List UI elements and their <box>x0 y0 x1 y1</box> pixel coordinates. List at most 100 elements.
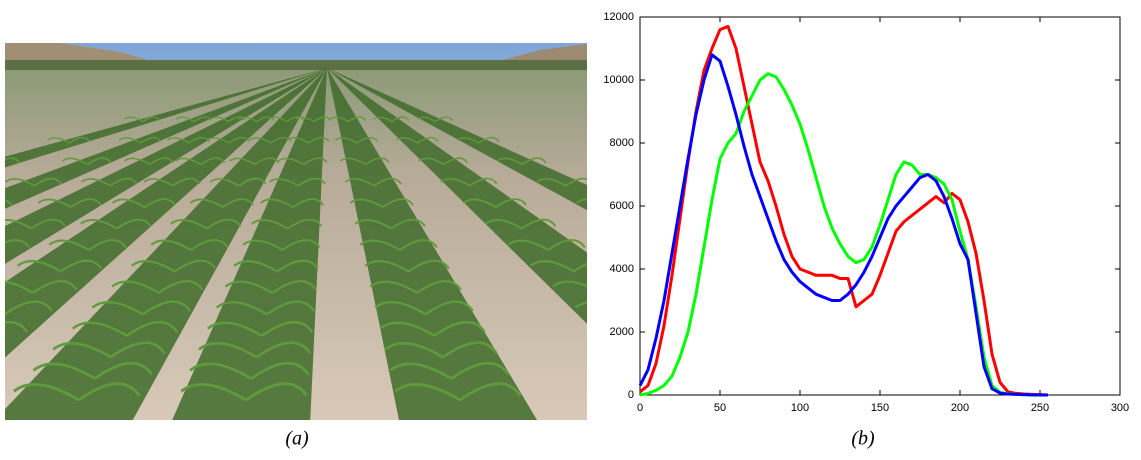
leaf <box>576 198 587 204</box>
leaf <box>277 157 328 166</box>
crop-row <box>5 68 327 209</box>
leaf <box>384 341 498 359</box>
leaf <box>369 280 462 294</box>
leaf <box>344 177 402 187</box>
leaf <box>48 239 127 251</box>
y-tick-label: 0 <box>628 389 634 401</box>
leaf <box>248 136 292 144</box>
leaf <box>124 116 161 123</box>
leaf <box>373 116 410 123</box>
leaf <box>456 136 500 144</box>
leaf <box>198 341 312 359</box>
leaf <box>334 136 378 144</box>
leaf <box>5 157 20 164</box>
leaf <box>496 157 547 166</box>
photo <box>0 43 587 420</box>
leaf <box>61 157 112 166</box>
chart: 0 50 100 150 200 250 300 0 2000 4000 6000 8000 10000… <box>603 11 1129 414</box>
leaf <box>189 198 254 208</box>
caption: (a) <box>285 428 309 450</box>
leaf <box>418 157 469 166</box>
leaf <box>150 239 229 251</box>
crop-row <box>5 68 327 358</box>
leaf <box>268 116 305 123</box>
x-tick-label: 200 <box>951 402 969 414</box>
leaf <box>52 341 166 359</box>
leaf <box>180 382 308 402</box>
x-tick-label: 0 <box>637 402 643 414</box>
leaf <box>507 239 586 251</box>
leaf <box>123 157 174 166</box>
leaf <box>47 136 91 144</box>
leaf <box>206 321 314 337</box>
leaf <box>5 300 53 316</box>
leaf <box>118 136 162 144</box>
leaf <box>143 177 201 187</box>
x-tick-label: 50 <box>714 402 726 414</box>
leaf <box>394 382 522 402</box>
crop-row <box>172 68 327 420</box>
caption: (b) <box>851 428 875 450</box>
leaf <box>286 136 330 144</box>
leaf <box>295 116 332 123</box>
leaf <box>395 136 439 144</box>
leaf <box>37 198 102 208</box>
leaf <box>5 321 29 333</box>
leaf <box>536 177 587 187</box>
y-tick-label: 12000 <box>603 11 634 23</box>
leaf <box>330 116 366 123</box>
leaf <box>251 218 323 230</box>
leaf <box>379 321 486 337</box>
series-line <box>638 53 1048 397</box>
crop-rows <box>0 68 587 420</box>
leaf <box>5 280 78 294</box>
leaf <box>233 259 319 273</box>
x-tick-label: 100 <box>791 402 809 414</box>
leaf <box>354 218 426 230</box>
y-tick-label: 2000 <box>610 326 634 338</box>
leaf <box>242 239 321 251</box>
plot-area <box>639 16 1121 396</box>
leaf <box>552 280 587 288</box>
leaf <box>16 259 103 273</box>
leaf <box>238 116 275 123</box>
leaf <box>529 260 587 273</box>
y-tick-label: 10000 <box>603 74 634 86</box>
leaf <box>359 239 438 251</box>
crop-row <box>5 68 327 168</box>
leaf <box>417 116 453 123</box>
leaf <box>229 157 280 166</box>
leaf <box>224 280 317 294</box>
leaf <box>462 198 527 208</box>
leaf <box>0 343 2 357</box>
y-tick-label: 8000 <box>610 137 634 149</box>
leaf <box>12 382 141 402</box>
leaf <box>364 259 450 273</box>
leaf <box>389 361 510 380</box>
leaf <box>130 259 217 273</box>
leaf <box>485 218 557 230</box>
leaf <box>5 177 62 187</box>
leaf <box>209 177 267 187</box>
leaf <box>170 218 242 230</box>
leaf <box>175 157 226 166</box>
leaf <box>32 361 153 380</box>
crop-row <box>327 68 587 324</box>
leaf <box>91 300 191 316</box>
x-tick-label: 250 <box>1031 402 1049 414</box>
leaf <box>80 177 138 187</box>
x-tick-label: 300 <box>1111 402 1129 414</box>
leaf <box>206 136 250 144</box>
y-tick-label: 6000 <box>610 200 634 212</box>
crop-row <box>327 68 587 211</box>
leaf <box>339 157 390 166</box>
leaf <box>175 116 212 123</box>
x-tick-label: 150 <box>871 402 889 414</box>
leaf <box>260 198 325 208</box>
y-tick-label: 4000 <box>610 263 634 275</box>
leaf <box>440 177 498 187</box>
leaf <box>5 239 30 249</box>
leaf <box>111 198 176 208</box>
